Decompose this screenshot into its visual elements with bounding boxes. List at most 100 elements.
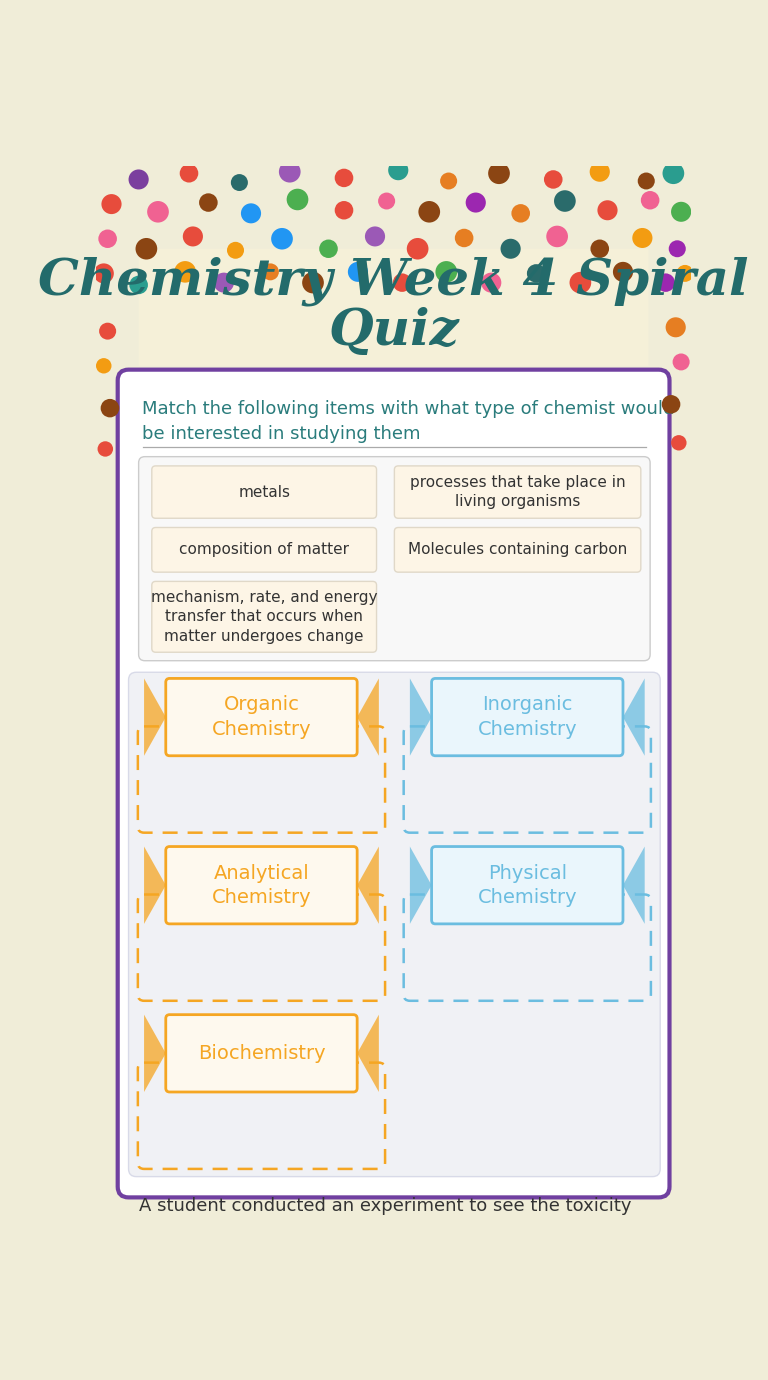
FancyBboxPatch shape: [139, 248, 648, 366]
Text: processes that take place in
living organisms: processes that take place in living orga…: [410, 475, 625, 509]
Circle shape: [666, 317, 686, 337]
Circle shape: [262, 264, 279, 280]
Circle shape: [378, 193, 396, 210]
FancyBboxPatch shape: [128, 672, 660, 1177]
Text: Chemistry Week 4 Spiral: Chemistry Week 4 Spiral: [38, 257, 749, 306]
Circle shape: [663, 163, 684, 184]
Polygon shape: [144, 1014, 166, 1092]
Circle shape: [591, 240, 609, 258]
Polygon shape: [623, 846, 644, 923]
Circle shape: [302, 272, 324, 294]
Circle shape: [231, 174, 248, 190]
Circle shape: [671, 435, 687, 450]
Circle shape: [99, 323, 116, 339]
Circle shape: [227, 241, 244, 259]
Circle shape: [590, 161, 610, 182]
Circle shape: [546, 226, 568, 247]
Text: Analytical
Chemistry: Analytical Chemistry: [212, 864, 311, 907]
Circle shape: [501, 239, 521, 259]
Text: A student conducted an experiment to see the toxicity: A student conducted an experiment to see…: [139, 1198, 631, 1216]
Polygon shape: [410, 846, 432, 923]
FancyBboxPatch shape: [166, 679, 357, 756]
Circle shape: [335, 201, 353, 219]
Circle shape: [465, 193, 486, 213]
Polygon shape: [623, 679, 644, 756]
Circle shape: [129, 276, 148, 294]
Circle shape: [662, 395, 680, 414]
FancyBboxPatch shape: [152, 466, 376, 519]
Circle shape: [419, 201, 440, 222]
Text: Inorganic
Chemistry: Inorganic Chemistry: [478, 696, 577, 738]
Circle shape: [671, 201, 691, 222]
FancyBboxPatch shape: [432, 679, 623, 756]
Circle shape: [455, 229, 473, 247]
Circle shape: [673, 353, 690, 370]
Text: Match the following items with what type of chemist would
be interested in study: Match the following items with what type…: [143, 400, 675, 443]
Text: Biochemistry: Biochemistry: [197, 1043, 326, 1063]
FancyBboxPatch shape: [395, 466, 641, 519]
Circle shape: [128, 170, 149, 189]
Circle shape: [407, 237, 429, 259]
FancyBboxPatch shape: [152, 581, 376, 653]
Circle shape: [511, 204, 530, 222]
Circle shape: [101, 399, 119, 417]
Circle shape: [335, 168, 353, 188]
Circle shape: [554, 190, 576, 211]
Circle shape: [637, 172, 655, 189]
Circle shape: [183, 226, 203, 247]
Polygon shape: [357, 846, 379, 923]
Circle shape: [199, 193, 217, 211]
Circle shape: [613, 262, 633, 282]
Circle shape: [677, 265, 694, 282]
Circle shape: [96, 357, 111, 374]
Circle shape: [214, 273, 234, 293]
FancyBboxPatch shape: [166, 846, 357, 923]
FancyBboxPatch shape: [166, 1014, 357, 1092]
Circle shape: [641, 190, 660, 210]
Circle shape: [527, 264, 545, 283]
Circle shape: [570, 272, 591, 294]
Polygon shape: [410, 679, 432, 756]
Polygon shape: [357, 679, 379, 756]
Circle shape: [544, 170, 562, 189]
Circle shape: [598, 200, 617, 221]
Circle shape: [174, 261, 196, 283]
Polygon shape: [144, 846, 166, 923]
Circle shape: [392, 273, 412, 293]
Circle shape: [669, 240, 686, 257]
Circle shape: [98, 229, 117, 248]
Circle shape: [241, 203, 261, 224]
Text: Organic
Chemistry: Organic Chemistry: [212, 696, 311, 738]
Circle shape: [286, 189, 308, 210]
Circle shape: [348, 262, 368, 282]
Circle shape: [98, 442, 113, 457]
Text: Quiz: Quiz: [328, 306, 459, 356]
FancyBboxPatch shape: [118, 370, 670, 1198]
Circle shape: [488, 163, 510, 184]
Polygon shape: [357, 1014, 379, 1092]
Circle shape: [180, 164, 198, 182]
FancyBboxPatch shape: [432, 846, 623, 923]
Circle shape: [388, 160, 409, 181]
Circle shape: [657, 273, 675, 293]
Text: metals: metals: [238, 484, 290, 500]
Circle shape: [482, 273, 502, 293]
Circle shape: [435, 261, 457, 283]
Circle shape: [94, 264, 114, 283]
Circle shape: [365, 226, 385, 247]
FancyBboxPatch shape: [152, 527, 376, 573]
Circle shape: [440, 172, 457, 189]
FancyBboxPatch shape: [139, 457, 650, 661]
Circle shape: [632, 228, 653, 248]
Text: composition of matter: composition of matter: [179, 542, 349, 558]
Text: Molecules containing carbon: Molecules containing carbon: [408, 542, 627, 558]
Circle shape: [319, 240, 338, 258]
FancyBboxPatch shape: [395, 527, 641, 573]
Circle shape: [279, 161, 300, 182]
Circle shape: [147, 201, 169, 222]
Circle shape: [271, 228, 293, 250]
Text: Physical
Chemistry: Physical Chemistry: [478, 864, 577, 907]
Text: mechanism, rate, and energy
transfer that occurs when
matter undergoes change: mechanism, rate, and energy transfer tha…: [151, 589, 377, 644]
Circle shape: [101, 195, 121, 214]
Polygon shape: [144, 679, 166, 756]
